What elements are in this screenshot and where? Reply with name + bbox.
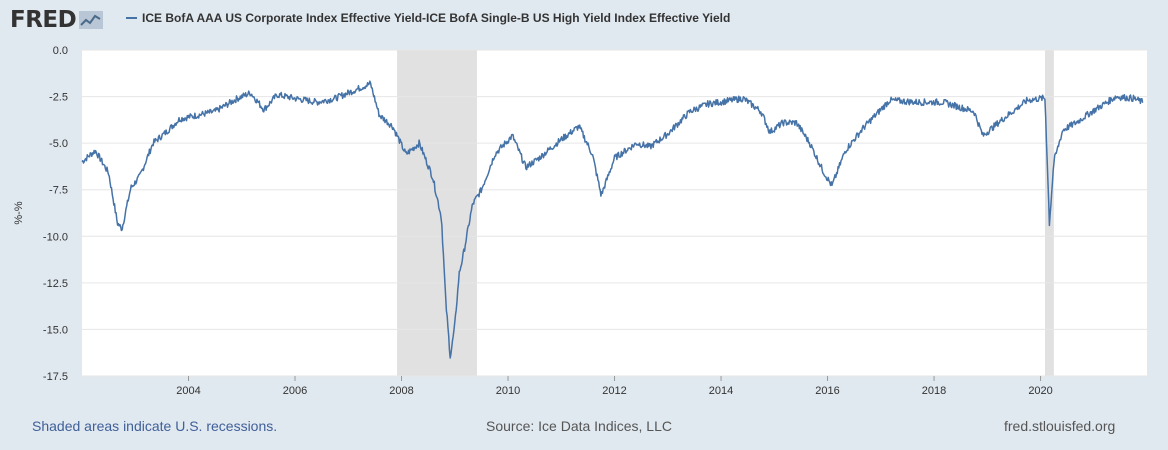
y-tick-label: -5.0 [49,138,68,150]
x-tick-label: 2018 [922,385,946,397]
recession-note-link[interactable]: Shaded areas indicate U.S. recessions. [32,418,278,434]
y-axis-ticks: 0.0 -2.5 -5.0 -7.5 -10.0 -12.5 -15.0 -17.5 [43,45,68,383]
x-axis-ticks: 2004 2006 2008 2010 2012 2014 2016 2018 2020 [176,376,1053,397]
y-tick-label: -10.0 [43,231,68,243]
site-link[interactable]: fred.stlouisfed.org [1004,418,1116,434]
x-tick-label: 2014 [709,385,733,397]
x-tick-label: 2008 [389,385,413,397]
legend-label: ICE BofA AAA US Corporate Index Effectiv… [142,11,731,25]
y-tick-label: 0.0 [53,45,68,57]
legend-swatch [126,17,137,19]
recession-band [397,50,477,376]
legend: ICE BofA AAA US Corporate Index Effectiv… [126,11,730,25]
x-tick-label: 2016 [815,385,839,397]
y-tick-label: -17.5 [43,371,68,383]
x-tick-label: 2006 [283,385,307,397]
y-tick-label: -15.0 [43,324,68,336]
x-tick-label: 2010 [496,385,520,397]
logo-graph-icon [79,11,104,29]
series-line [81,80,1144,359]
source-text: Source: Ice Data Indices, LLC [486,418,672,434]
x-tick-label: 2020 [1028,385,1052,397]
gridlines [82,49,1147,377]
y-axis-label: %-% [13,201,25,224]
line-chart[interactable]: 0.0 -2.5 -5.0 -7.5 -10.0 -12.5 -15.0 -17.5 2004… [0,40,1168,405]
y-tick-label: -7.5 [49,185,68,197]
x-tick-label: 2012 [602,385,626,397]
x-tick-label: 2004 [176,385,200,397]
fred-logo-text: FRED [10,7,77,33]
series-layer [81,80,1144,359]
y-tick-label: -12.5 [43,278,68,290]
fred-logo[interactable]: FRED [10,6,104,34]
chart-header: FRED ICE BofA AAA US Corporate Index Eff… [0,0,1168,40]
y-tick-label: -2.5 [49,92,68,104]
